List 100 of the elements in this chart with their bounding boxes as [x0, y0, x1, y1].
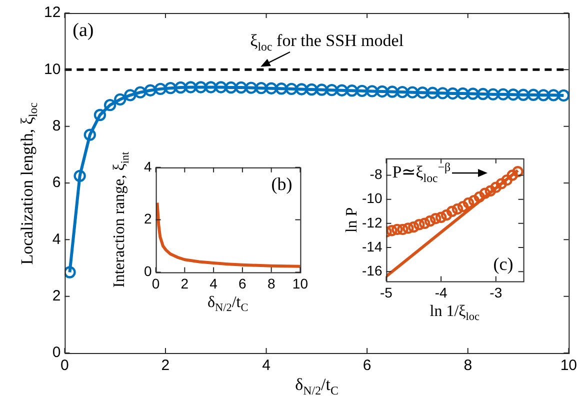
point	[114, 93, 126, 106]
x-tick-label: 10	[560, 357, 577, 374]
point	[285, 82, 298, 96]
y-axis-title: ln P	[343, 207, 360, 232]
ref-line-label: ξ$_{loc}$ for the SSH model	[250, 31, 404, 54]
x-tick-label: 8	[267, 275, 276, 292]
point	[419, 218, 430, 230]
point	[204, 81, 217, 94]
point	[476, 88, 490, 100]
point	[416, 86, 429, 99]
point	[497, 88, 510, 100]
x-tick-label: 10	[292, 275, 308, 292]
point	[356, 84, 368, 98]
point	[184, 81, 197, 94]
point	[414, 219, 425, 230]
point	[376, 85, 388, 98]
point	[84, 128, 96, 141]
x-tick-label: 2	[180, 275, 189, 292]
point	[501, 174, 512, 186]
x-tick-label: 4	[262, 357, 270, 374]
y-tick-label: -10	[362, 190, 382, 206]
point	[452, 203, 464, 215]
point	[517, 88, 530, 101]
y-tick-label: 0	[52, 344, 61, 362]
point	[479, 188, 491, 199]
x-tick-label: 6	[238, 275, 247, 292]
point	[295, 83, 308, 96]
x-axis-title: δ$_{N/2}$/t$_{C}$	[295, 374, 338, 397]
point	[537, 89, 550, 102]
x-tick-label: -4	[434, 284, 448, 300]
point	[424, 215, 436, 227]
point	[496, 178, 507, 190]
x-axis-title: ln 1/ξ$_{loc}$	[430, 302, 480, 324]
y-tick-label: 12	[44, 4, 61, 22]
y-tick-label: -8	[370, 166, 382, 182]
point	[104, 98, 116, 112]
point	[154, 82, 167, 96]
point	[474, 191, 486, 203]
point	[144, 84, 156, 96]
point	[306, 83, 318, 96]
point	[336, 84, 348, 96]
y-tick-label: -16	[362, 262, 382, 278]
point	[558, 89, 569, 102]
y-tick-label: -14	[362, 238, 382, 254]
point	[386, 86, 398, 98]
point	[265, 82, 278, 94]
point	[316, 84, 328, 96]
point	[124, 89, 136, 102]
annotation: (b)	[271, 174, 292, 194]
point	[164, 82, 177, 94]
x-tick-label: 4	[210, 275, 218, 292]
point	[507, 88, 520, 101]
point	[406, 86, 419, 98]
point	[446, 206, 458, 217]
point	[74, 170, 86, 182]
x-tick-label: 8	[464, 357, 472, 374]
point	[402, 222, 414, 234]
point	[456, 87, 469, 100]
y-tick-label: 8	[52, 117, 61, 134]
point	[234, 81, 248, 94]
point	[224, 81, 238, 94]
y-tick-label: 0	[144, 263, 152, 280]
point	[194, 81, 207, 94]
y-tick-label: 10	[44, 60, 61, 78]
x-tick-label: -3	[490, 284, 502, 300]
point	[484, 185, 496, 197]
y-tick-label: 4	[52, 230, 61, 248]
point	[134, 86, 146, 98]
point	[64, 266, 76, 278]
point	[457, 200, 469, 212]
point	[486, 88, 500, 100]
y-tick-label: -12	[362, 214, 382, 230]
point	[346, 84, 358, 97]
y-tick-label: 2	[144, 210, 152, 227]
point	[468, 194, 480, 206]
point	[214, 81, 228, 94]
point	[512, 166, 524, 178]
point	[392, 224, 403, 236]
point	[386, 225, 398, 236]
point	[255, 82, 268, 94]
point	[426, 86, 439, 99]
point	[527, 88, 540, 101]
point	[547, 89, 560, 102]
point	[397, 224, 408, 236]
point	[506, 170, 518, 181]
point	[446, 87, 459, 100]
point	[466, 88, 480, 100]
point	[435, 212, 447, 223]
annotation: (a)	[72, 20, 94, 41]
point	[366, 85, 378, 98]
point	[440, 209, 452, 221]
point	[430, 212, 442, 224]
point	[94, 108, 106, 122]
x-tick-label: 2	[161, 357, 170, 374]
x-axis-title: δ$_{N/2}$/t$_{C}$	[208, 294, 248, 314]
point	[462, 197, 474, 209]
point	[275, 82, 288, 95]
annotation: (c)	[493, 254, 514, 274]
point	[326, 84, 338, 96]
point	[490, 182, 502, 193]
